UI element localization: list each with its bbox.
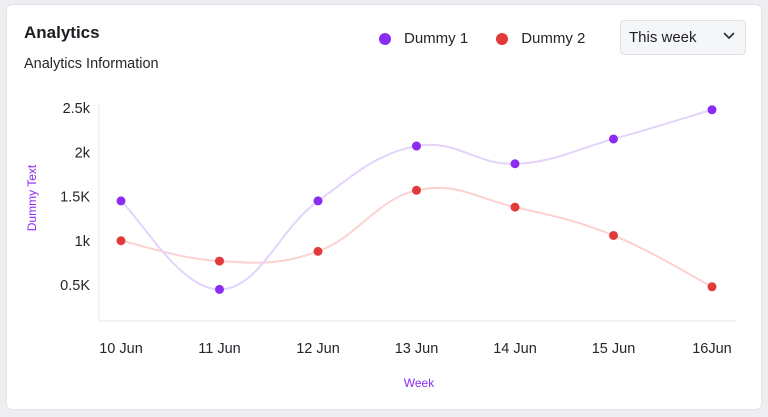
x-tick-label: 15 Jun — [592, 341, 636, 357]
legend-dot-series2 — [496, 32, 509, 45]
data-point-series1[interactable] — [215, 284, 224, 294]
x-tick-label: 14 Jun — [493, 341, 537, 357]
data-point-series2[interactable] — [707, 282, 717, 292]
series-lines — [120, 108, 713, 291]
y-tick-label: 2k — [75, 145, 91, 161]
x-tick-label: 13 Jun — [395, 341, 439, 357]
period-select-value: This week — [629, 29, 697, 46]
card-subtitle: Analytics Information — [24, 56, 159, 72]
data-point-series2[interactable] — [313, 246, 323, 256]
chart-legend: Dummy 1 Dummy 2 — [379, 30, 613, 47]
data-point-series2[interactable] — [215, 256, 224, 266]
data-point-series2[interactable] — [412, 185, 421, 195]
y-axis-title: Dummy Text — [25, 164, 39, 231]
x-tick-label: 10 Jun — [99, 341, 143, 357]
legend-label-series2: Dummy 2 — [521, 30, 586, 47]
data-point-series2[interactable] — [609, 230, 618, 240]
y-tick-label: 1k — [75, 234, 91, 250]
card-title: Analytics — [24, 23, 100, 42]
y-tick-label: 0.5K — [60, 278, 90, 294]
data-point-series1[interactable] — [609, 134, 618, 144]
x-axis-title: Week — [404, 376, 435, 390]
analytics-card: Analytics Analytics Information Dummy 1 … — [6, 4, 762, 410]
y-tick-labels: 0.5K 1k 1.5K 2k 2.5k — [60, 101, 91, 294]
legend-label-series1: Dummy 1 — [404, 30, 469, 47]
data-point-series1[interactable] — [116, 196, 126, 206]
period-select[interactable]: This week — [620, 20, 746, 55]
x-tick-labels: 10 Jun 11 Jun 12 Jun 13 Jun 14 Jun 15 Jun 16Ju… — [99, 341, 732, 357]
y-tick-label: 1.5K — [60, 190, 90, 206]
legend-item-series1[interactable]: Dummy 1 — [379, 30, 468, 47]
y-tick-label: 2.5k — [63, 101, 91, 117]
data-point-series2[interactable] — [510, 202, 520, 212]
chevron-down-icon — [723, 32, 735, 39]
x-tick-label: 16Jun — [692, 341, 732, 357]
legend-dot-series1 — [379, 32, 391, 45]
data-point-series1[interactable] — [412, 141, 421, 151]
legend-item-series2[interactable]: Dummy 2 — [496, 30, 585, 47]
data-point-series1[interactable] — [313, 196, 323, 206]
data-point-series1[interactable] — [510, 159, 520, 169]
data-point-series2[interactable] — [116, 236, 126, 246]
x-tick-label: 11 Jun — [198, 341, 240, 357]
series-points — [116, 105, 717, 294]
data-point-series1[interactable] — [707, 105, 717, 115]
series-line-2 — [120, 186, 713, 288]
x-tick-label: 12 Jun — [296, 341, 340, 357]
series-line-1 — [120, 108, 713, 291]
